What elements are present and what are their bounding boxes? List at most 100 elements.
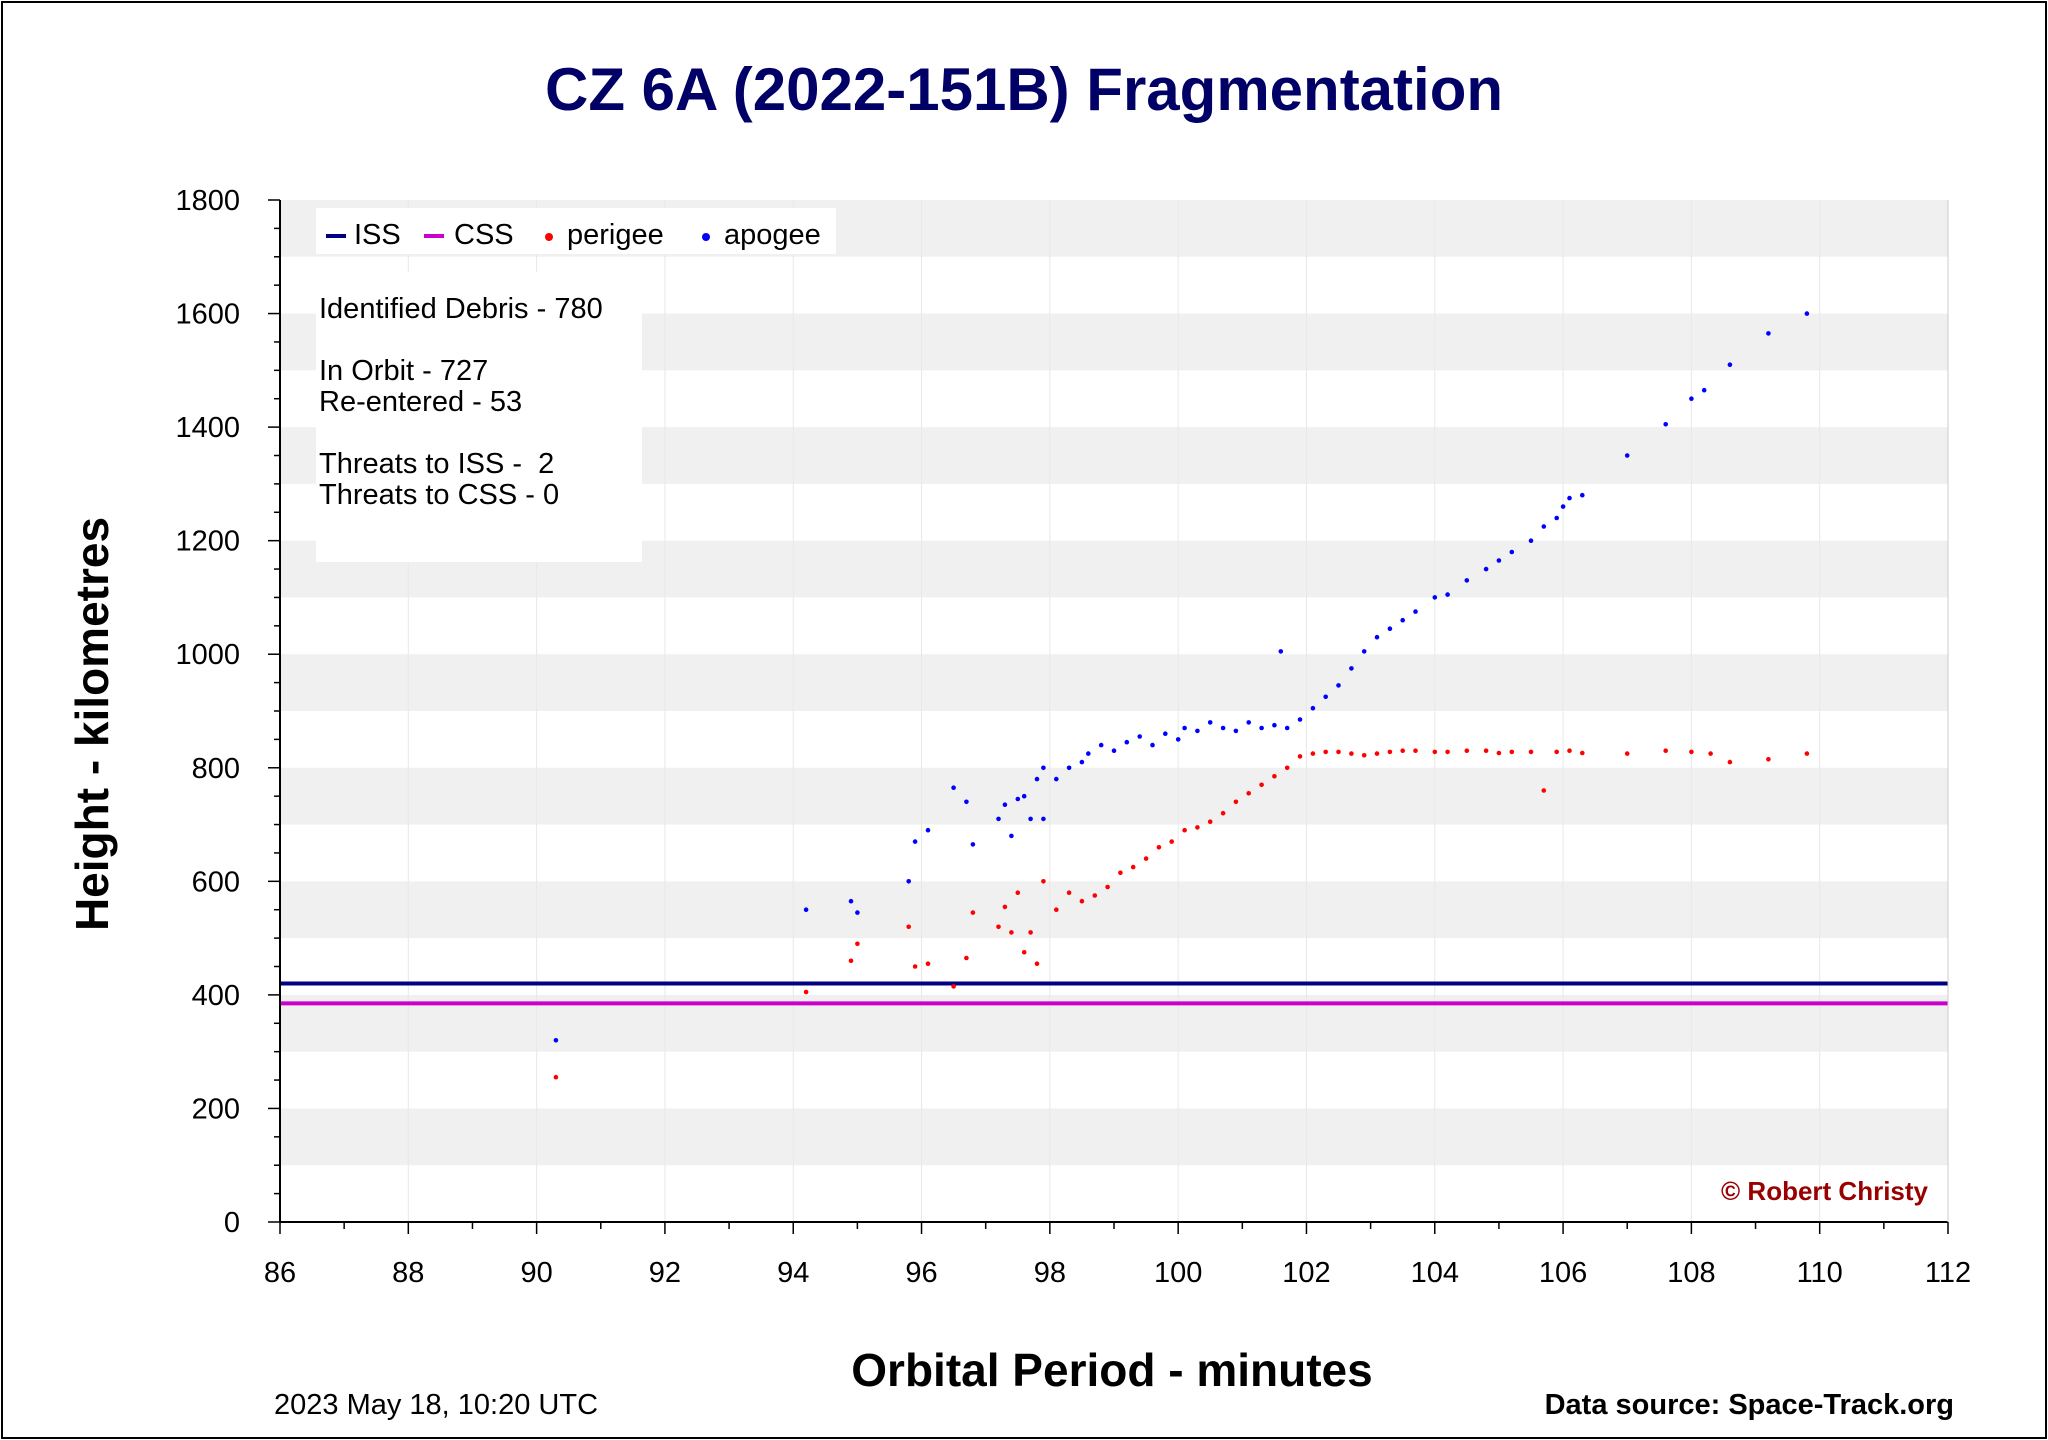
apogee-point	[1041, 765, 1046, 771]
identified-debris-text: Identified Debris - 780	[319, 293, 603, 325]
apogee-point	[1079, 759, 1085, 765]
info-box-background	[316, 272, 642, 562]
x-tick-label: 90	[520, 1257, 552, 1289]
apogee-point	[1701, 387, 1707, 393]
perigee-point	[1727, 759, 1733, 765]
perigee-point	[1766, 757, 1771, 762]
x-tick-label: 88	[392, 1257, 424, 1289]
x-tick-label: 100	[1154, 1257, 1202, 1289]
apogee-point	[1246, 720, 1251, 725]
apogee-point	[1567, 495, 1572, 501]
apogee-point	[1310, 705, 1316, 711]
apogee-point	[1137, 734, 1142, 739]
perigee-point	[1259, 782, 1264, 788]
legend-apogee-swatch	[702, 233, 710, 241]
perigee-point	[855, 941, 860, 947]
apogee-point	[1689, 396, 1694, 402]
perigee-point	[1361, 753, 1367, 758]
perigee-point	[1413, 748, 1418, 753]
perigee-point	[1284, 765, 1290, 771]
apogee-point	[1560, 504, 1566, 509]
legend-perigee-swatch	[545, 233, 553, 241]
perigee-point	[1028, 930, 1033, 935]
perigee-point	[1079, 898, 1085, 904]
apogee-point	[1323, 694, 1328, 700]
apogee-point	[1528, 538, 1534, 543]
axes	[268, 199, 1949, 1234]
y-tick-label: 1600	[175, 299, 240, 331]
threats-iss-text: Threats to ISS - 2	[319, 448, 554, 480]
y-tick-label: 600	[192, 866, 240, 898]
perigee-point	[1496, 750, 1502, 756]
perigee-point	[1580, 750, 1585, 756]
legend-iss-label: ISS	[354, 219, 401, 251]
apogee-point	[1297, 717, 1303, 722]
y-axis-title: Height - kilometres	[66, 517, 118, 931]
perigee-point	[1708, 751, 1713, 756]
perigee-point	[1349, 751, 1354, 756]
grid-band	[280, 1108, 1948, 1166]
apogee-point	[1361, 649, 1367, 654]
apogee-point	[1111, 748, 1117, 753]
perigee-point	[1156, 845, 1162, 850]
perigee-point	[1272, 774, 1277, 779]
apogee-point	[1015, 796, 1021, 802]
perigee-point	[996, 924, 1001, 930]
perigee-point	[1143, 856, 1149, 861]
perigee-series	[553, 748, 1810, 1080]
apogee-point	[1804, 311, 1810, 316]
perigee-point	[1195, 825, 1200, 830]
perigee-point	[1464, 748, 1470, 753]
apogee-point	[1624, 453, 1630, 458]
legend-apogee-label: apogee	[724, 219, 821, 251]
apogee-point	[1054, 776, 1059, 782]
apogee-point	[970, 842, 976, 847]
apogee-point	[1554, 515, 1559, 521]
perigee-point	[1118, 870, 1123, 876]
apogee-point	[1233, 728, 1239, 734]
y-tick-label: 1200	[175, 526, 240, 558]
perigee-point	[1624, 751, 1630, 756]
x-tick-label: 98	[1034, 1257, 1066, 1289]
footer-source: Data source: Space-Track.org	[1545, 1389, 1954, 1421]
x-tick-label: 92	[649, 1257, 681, 1289]
x-tick-label: 86	[264, 1257, 296, 1289]
footer-date: 2023 May 18, 10:20 UTC	[274, 1389, 598, 1421]
apogee-point	[951, 785, 956, 790]
apogee-point	[1496, 558, 1502, 563]
perigee-point	[1323, 749, 1328, 755]
perigee-point	[1432, 749, 1438, 755]
perigee-point	[1689, 749, 1694, 755]
apogee-point	[1124, 739, 1130, 745]
legend: ISS CSS perigee apogee	[316, 208, 836, 254]
apogee-point	[1766, 331, 1771, 336]
perigee-point	[1246, 791, 1251, 796]
y-tick-label: 1400	[175, 412, 240, 444]
info-box: Identified Debris - 780 In Orbit - 727 R…	[316, 272, 642, 562]
x-tick-label: 94	[777, 1257, 809, 1289]
grid-band	[280, 654, 1948, 711]
perigee-point	[1336, 749, 1341, 755]
perigee-point	[906, 924, 911, 930]
x-axis-title: Orbital Period - minutes	[851, 1344, 1372, 1396]
apogee-point	[1259, 725, 1264, 731]
perigee-point	[925, 961, 931, 966]
perigee-point	[1663, 748, 1668, 753]
apogee-point	[1150, 742, 1155, 748]
apogee-point	[996, 816, 1001, 822]
perigee-point	[1041, 879, 1046, 884]
apogee-point	[1278, 649, 1284, 654]
perigee-point	[1220, 810, 1226, 816]
x-tick-label: 108	[1667, 1257, 1715, 1289]
apogee-point	[1349, 666, 1354, 671]
x-tick-label: 104	[1411, 1257, 1459, 1289]
apogee-point	[1195, 728, 1200, 734]
apogee-point	[1207, 720, 1213, 725]
apogee-point	[1175, 737, 1181, 742]
perigee-point	[1207, 819, 1213, 824]
perigee-point	[1002, 904, 1008, 910]
perigee-point	[1233, 799, 1239, 805]
grid-band	[280, 767, 1948, 825]
apogee-point	[1086, 751, 1091, 756]
